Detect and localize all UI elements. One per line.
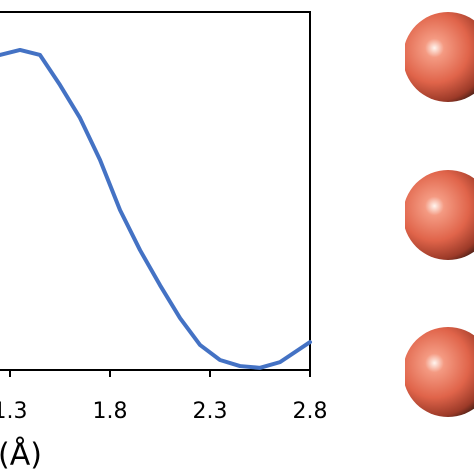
x-tick-label: 2.8 — [293, 399, 328, 424]
plot-frame — [0, 11, 311, 371]
sphere — [405, 327, 474, 417]
sphere — [405, 12, 474, 102]
x-axis-label: (Å) — [0, 437, 42, 473]
spheres — [405, 12, 474, 417]
x-tick-label: 1.3 — [0, 399, 28, 424]
sphere — [405, 170, 474, 260]
x-tick-label: 1.8 — [93, 399, 128, 424]
x-tick-label: 2.3 — [193, 399, 228, 424]
data-line — [0, 47, 312, 370]
